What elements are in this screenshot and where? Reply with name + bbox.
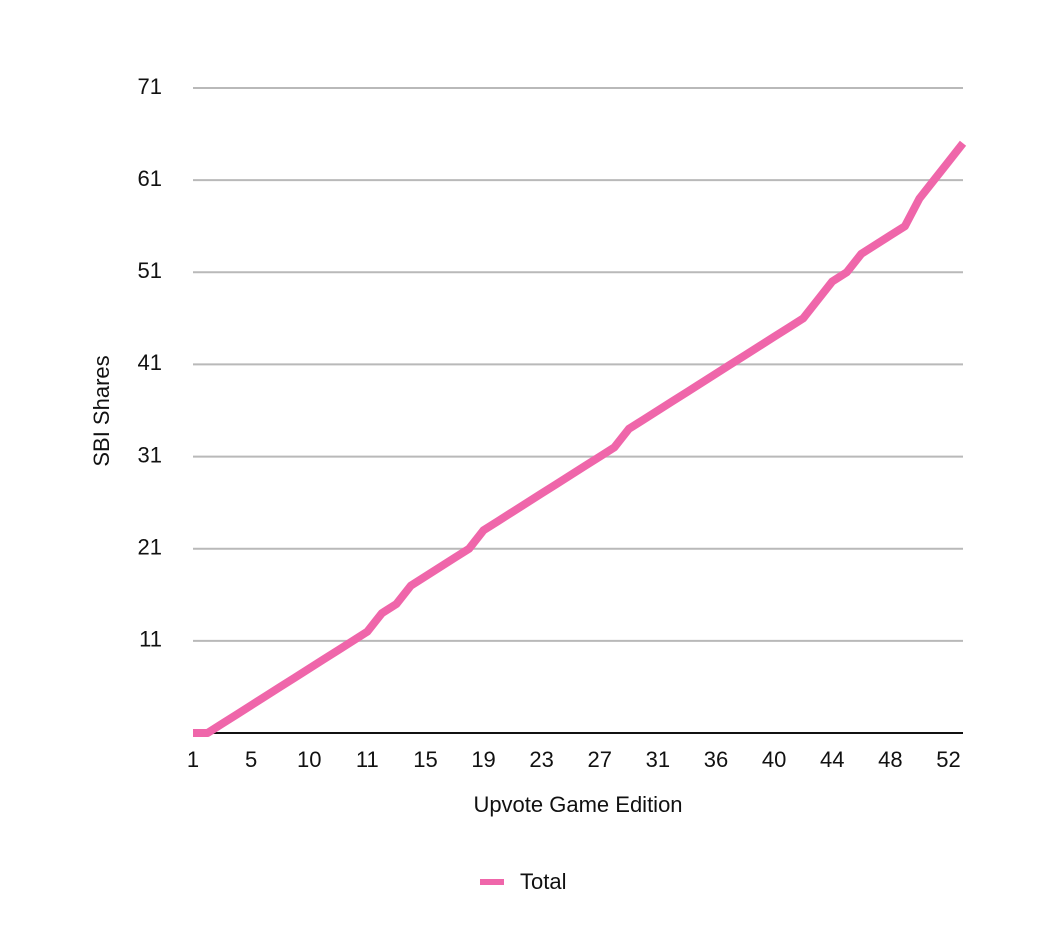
x-tick-label: 15 xyxy=(413,747,437,772)
x-tick-label: 52 xyxy=(936,747,960,772)
x-axis-title: Upvote Game Edition xyxy=(473,792,682,817)
x-tick-label: 48 xyxy=(878,747,902,772)
y-tick-label: 71 xyxy=(138,74,162,99)
x-tick-label: 1 xyxy=(187,747,199,772)
legend-label: Total xyxy=(520,869,566,894)
data-line xyxy=(193,140,967,737)
y-tick-label: 61 xyxy=(138,166,162,191)
y-tick-label: 21 xyxy=(138,535,162,560)
x-tick-label: 19 xyxy=(471,747,495,772)
x-tick-label: 27 xyxy=(588,747,612,772)
y-tick-label: 41 xyxy=(138,350,162,375)
y-tick-label: 51 xyxy=(138,258,162,283)
x-tick-label: 40 xyxy=(762,747,786,772)
x-tick-label: 23 xyxy=(529,747,553,772)
x-tick-label: 10 xyxy=(297,747,321,772)
x-tick-label: 36 xyxy=(704,747,728,772)
y-tick-label: 31 xyxy=(138,442,162,467)
y-axis-title: SBI Shares xyxy=(89,355,114,466)
x-tick-label: 31 xyxy=(646,747,670,772)
x-tick-label: 44 xyxy=(820,747,844,772)
x-tick-label: 11 xyxy=(356,747,379,772)
y-tick-label: 11 xyxy=(139,627,162,652)
x-tick-label: 5 xyxy=(245,747,257,772)
